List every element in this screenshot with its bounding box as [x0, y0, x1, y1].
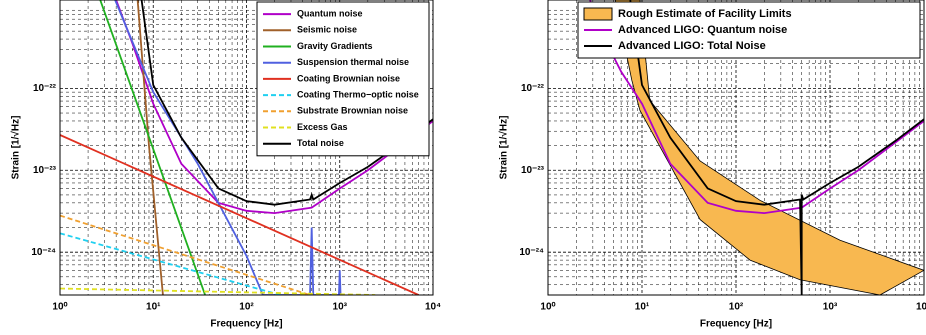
- x-tick-label: 10²: [239, 302, 254, 313]
- panel: 10⁰ 10¹ 10² 10³ 10⁴ 10⁻²⁴ 10⁻²³ 10⁻²² Frequency …: [11, 0, 441, 330]
- y-tick-label: 10⁻²²: [33, 83, 57, 94]
- legend-label: Coating Brownian noise: [297, 73, 400, 83]
- x-tick-label: 10⁴: [916, 302, 926, 313]
- series-line: [60, 214, 311, 295]
- x-tick-label: 10⁴: [425, 302, 441, 313]
- legend-label: Gravity Gradients: [297, 41, 373, 51]
- legend-swatch: [583, 7, 613, 21]
- y-axis-label: Strain [1/√Hz]: [499, 116, 510, 180]
- legend-label: Rough Estimate of Facility Limits: [618, 8, 792, 20]
- legend-label: Excess Gas: [297, 122, 348, 132]
- legend-label: Advanced LIGO: Quantum noise: [618, 24, 787, 36]
- y-tick-label: 10⁻²⁴: [31, 247, 56, 258]
- x-tick-label: 10⁰: [540, 302, 555, 313]
- x-tick-label: 10²: [729, 302, 744, 313]
- series-line: [136, 0, 164, 295]
- x-tick-label: 10⁰: [52, 302, 67, 313]
- series-line: [60, 287, 376, 295]
- legend-label: Coating Thermo−optic noise: [297, 89, 419, 99]
- x-axis-label: Frequency [Hz]: [700, 319, 772, 330]
- series-line: [60, 232, 281, 295]
- plot: [589, 0, 924, 295]
- y-tick-label: 10⁻²³: [521, 165, 545, 176]
- axes-frame: [547, 0, 925, 296]
- series-line: [589, 0, 924, 215]
- x-axis-label: Frequency [Hz]: [210, 319, 282, 330]
- series-line: [60, 134, 419, 295]
- legend-label: Suspension thermal noise: [297, 57, 409, 67]
- series-line: [115, 0, 433, 215]
- legend-label: Quantum noise: [297, 8, 363, 18]
- series-line: [99, 0, 206, 295]
- y-tick-label: 10⁻²²: [521, 83, 545, 94]
- plot: [60, 0, 433, 295]
- legend: Rough Estimate of Facility Limits Advance…: [577, 1, 921, 59]
- panel: 10⁰ 10¹ 10² 10³ 10⁴ 10⁻²⁴ 10⁻²³ 10⁻²² Frequency …: [499, 0, 926, 330]
- legend-label: Total noise: [297, 138, 344, 148]
- x-tick-label: 10¹: [146, 302, 161, 313]
- y-axis-label: Strain [1/√Hz]: [11, 116, 22, 180]
- series-line: [629, 0, 924, 295]
- legend-label: Advanced LIGO: Total Noise: [618, 40, 766, 52]
- x-tick-label: 10³: [823, 302, 838, 313]
- y-tick-label: 10⁻²³: [33, 165, 57, 176]
- legend: Quantum noise Seismic noise Gravity Gradie…: [256, 1, 430, 157]
- axes-frame: [59, 0, 434, 296]
- x-tick-label: 10¹: [635, 302, 650, 313]
- legend-label: Substrate Brownian noise: [297, 106, 408, 116]
- legend-label: Seismic noise: [297, 25, 357, 35]
- legend-box: [577, 1, 921, 59]
- series-line: [140, 0, 433, 206]
- y-tick-label: 10⁻²⁴: [519, 247, 544, 258]
- x-tick-label: 10³: [333, 302, 348, 313]
